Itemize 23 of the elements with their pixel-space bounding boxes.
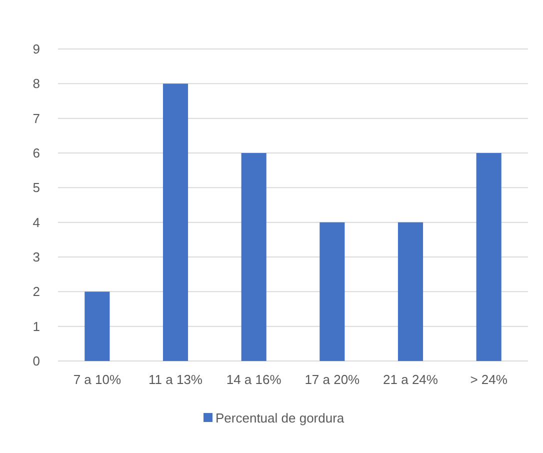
x-tick-label: 21 a 24% <box>383 372 438 387</box>
x-tick-label: 17 a 20% <box>304 372 360 387</box>
x-tick-label: 14 a 16% <box>226 372 282 387</box>
y-tick-label: 6 <box>32 146 40 161</box>
bar <box>162 84 188 361</box>
y-tick-label: 7 <box>32 110 40 126</box>
y-tick-label: 3 <box>32 250 40 265</box>
x-tick-label: 11 a 13% <box>148 372 203 387</box>
y-tick-label: 0 <box>32 354 40 369</box>
x-tick-label: > 24% <box>470 372 508 387</box>
y-tick-label: 2 <box>32 284 40 300</box>
y-tick-label: 8 <box>32 76 40 92</box>
x-tick-label: 7 a 10% <box>73 372 122 387</box>
bar <box>241 153 266 361</box>
bar <box>320 222 345 361</box>
y-tick-label: 4 <box>32 214 40 230</box>
y-tick-label: 5 <box>32 180 40 196</box>
bar <box>84 292 110 361</box>
bar <box>476 153 502 361</box>
y-tick-label: 9 <box>32 42 40 57</box>
legend-label: Percentual de gordura <box>216 410 345 426</box>
y-tick-label: 1 <box>32 318 40 334</box>
bar <box>398 222 424 361</box>
